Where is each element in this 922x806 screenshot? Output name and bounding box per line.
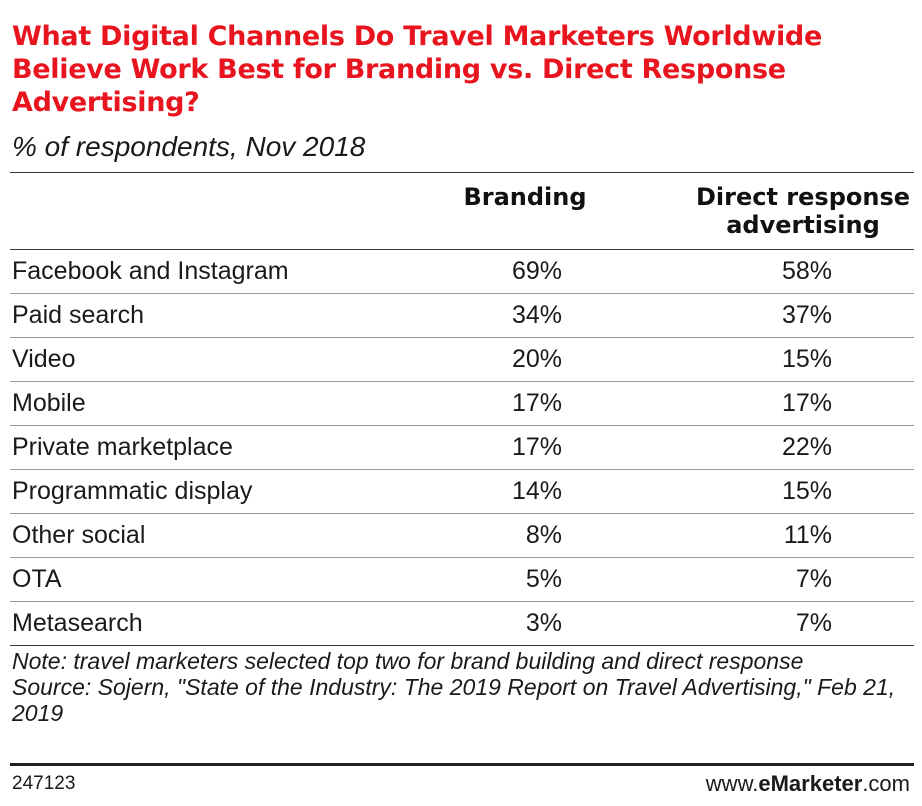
- table-row: Programmatic display 14% 15%: [10, 470, 914, 514]
- note-text: Note: travel marketers selected top two …: [12, 648, 804, 674]
- branding-value: 34%: [511, 301, 562, 329]
- direct-response-value: 17%: [781, 389, 832, 417]
- top-rule: [10, 172, 914, 173]
- row-label: Programmatic display: [12, 477, 253, 505]
- branding-value: 20%: [511, 345, 562, 373]
- row-label: Video: [12, 345, 76, 373]
- column-header-direct-line1: Direct response: [695, 183, 911, 211]
- bottom-rule: [10, 763, 914, 766]
- column-header-direct-response: Direct response advertising: [688, 183, 918, 239]
- column-header-direct-line2: advertising: [726, 211, 880, 239]
- emarketer-logo: www.eMarketer.com: [706, 771, 910, 797]
- chart-id: 247123: [12, 773, 76, 794]
- header-rule: [10, 249, 914, 250]
- direct-response-value: 15%: [781, 345, 832, 373]
- table-row: OTA 5% 7%: [10, 558, 914, 602]
- branding-value: 17%: [511, 389, 562, 417]
- direct-response-value: 15%: [781, 477, 832, 505]
- table-row: Facebook and Instagram 69% 58%: [10, 250, 914, 294]
- branding-value: 8%: [525, 521, 562, 549]
- branding-value: 14%: [511, 477, 562, 505]
- row-label: Paid search: [12, 301, 145, 329]
- table-body: Facebook and Instagram 69% 58% Paid search 3…: [10, 250, 914, 646]
- column-header-branding-label: Branding: [463, 183, 587, 211]
- row-label: Mobile: [12, 389, 86, 417]
- logo-brand: eMarketer: [758, 771, 863, 796]
- row-label: OTA: [12, 565, 62, 593]
- table-row: Other social 8% 11%: [10, 514, 914, 558]
- footnote: Note: travel marketers selected top two …: [12, 648, 902, 726]
- direct-response-value: 7%: [795, 609, 832, 637]
- branding-value: 17%: [511, 433, 562, 461]
- chart-title: What Digital Channels Do Travel Marketer…: [12, 21, 822, 118]
- row-label: Other social: [12, 521, 146, 549]
- logo-prefix: www.: [705, 771, 759, 796]
- row-label: Private marketplace: [12, 433, 233, 461]
- logo-suffix: .com: [862, 771, 910, 796]
- chart-subtitle: % of respondents, Nov 2018: [12, 131, 366, 162]
- direct-response-value: 22%: [781, 433, 832, 461]
- direct-response-value: 37%: [781, 301, 832, 329]
- table-row: Private marketplace 17% 22%: [10, 426, 914, 470]
- direct-response-value: 11%: [783, 521, 832, 549]
- table-row: Mobile 17% 17%: [10, 382, 914, 426]
- branding-value: 5%: [525, 565, 562, 593]
- direct-response-value: 7%: [795, 565, 832, 593]
- column-header-branding: Branding: [450, 183, 600, 211]
- table-row: Metasearch 3% 7%: [10, 602, 914, 646]
- branding-value: 3%: [525, 609, 562, 637]
- branding-value: 69%: [511, 257, 562, 285]
- row-label: Facebook and Instagram: [12, 257, 289, 285]
- table-row: Paid search 34% 37%: [10, 294, 914, 338]
- direct-response-value: 58%: [781, 257, 832, 285]
- source-text: Source: Sojern, "State of the Industry: …: [12, 674, 896, 726]
- table-row: Video 20% 15%: [10, 338, 914, 382]
- row-label: Metasearch: [12, 609, 143, 637]
